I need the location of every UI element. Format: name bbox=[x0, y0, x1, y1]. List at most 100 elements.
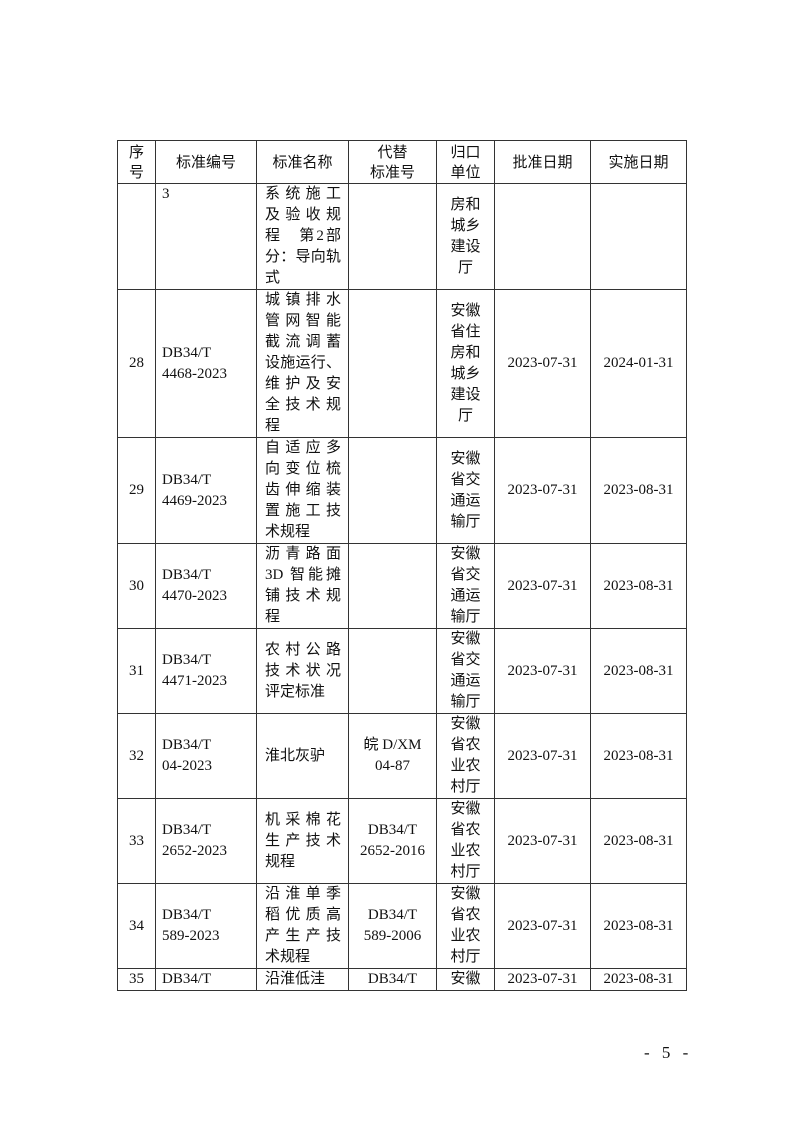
table-row: 32 DB34/T 04-2023 淮北灰驴皖 D/XM 04-87 安徽 省农 业农 村厅 20… bbox=[117, 713, 687, 799]
unit-cell-line: 业农 bbox=[450, 928, 481, 944]
page-number: - 5 - bbox=[644, 1043, 693, 1062]
unit-cell-line: 输厅 bbox=[450, 609, 481, 625]
replace-cell bbox=[348, 628, 437, 714]
unit-cell: 房和 城乡 建设厅 bbox=[436, 183, 495, 290]
header-unit: 归口 单位 bbox=[436, 140, 495, 184]
unit-cell-line: 省农 bbox=[450, 822, 481, 838]
seq-cell: 32 bbox=[117, 713, 156, 799]
code-cell-line: DB34/T bbox=[162, 471, 212, 488]
unit-cell-line: 安徽 bbox=[450, 450, 481, 467]
code-cell-line: 4469-2023 bbox=[162, 492, 227, 509]
replace-cell: 皖 D/XM 04-87 bbox=[348, 713, 437, 799]
name-cell: 机采棉花生产技术规程 bbox=[256, 798, 349, 884]
replace-cell: DB34/T 2652-2016 bbox=[348, 798, 437, 884]
code-cell-line: 589-2023 bbox=[162, 928, 220, 944]
name-cell: 农村公路 技术状况 评定标准 bbox=[256, 628, 349, 714]
header-text: 标准号 bbox=[369, 163, 415, 181]
replace-cell-line: 589-2006 bbox=[363, 928, 422, 944]
unit-cell-line: 省农 bbox=[450, 907, 481, 923]
name-cell-line: 沿淮低洼 bbox=[265, 971, 326, 987]
table-row: 28 DB34/T 4468-2023 城镇排水 管网智能 截流调蓄 设施运行、 维护及安 全技… bbox=[117, 289, 687, 438]
code-cell-line: 04-2023 bbox=[162, 758, 212, 774]
name-cell-line: 程 bbox=[265, 418, 281, 434]
unit-cell-line: 输厅 bbox=[450, 513, 481, 530]
unit-cell-line: 省农 bbox=[450, 737, 481, 753]
name-cell-line: 自适应多 bbox=[265, 440, 341, 456]
name-cell-line: 评定标准 bbox=[265, 683, 326, 700]
unit-cell-line: 安徽 bbox=[450, 546, 481, 562]
table-row: 29 DB34/T 4469-2023 自适应多 向变位梳 齿伸缩装 置施工技 术规程 安徽 省交… bbox=[117, 437, 687, 544]
header-text: 单位 bbox=[450, 163, 481, 181]
seq-cell: 33 bbox=[117, 798, 156, 884]
unit-cell: 安徽 省住 房和 城乡 建设厅 bbox=[436, 289, 495, 438]
replace-cell-line: 04-87 bbox=[375, 758, 410, 774]
unit-cell-line: 安徽 bbox=[450, 886, 481, 902]
header-text: 标准名称 bbox=[272, 153, 333, 171]
table-row: 30 DB34/T 4470-2023 沥青路面 3D 智能摊 铺技术规程 安徽 省交 通运 输厅… bbox=[117, 543, 687, 629]
approve-date-cell: 2023-07-31 bbox=[494, 798, 591, 884]
unit-cell: 安徽 省农 业农 村厅 bbox=[436, 713, 495, 799]
replace-cell bbox=[348, 289, 437, 438]
unit-cell-line: 城乡 bbox=[450, 365, 481, 382]
unit-cell-line: 省交 bbox=[450, 471, 481, 488]
replace-cell-line: DB34/T bbox=[367, 822, 418, 838]
seq-cell: 35 bbox=[117, 968, 156, 991]
unit-cell-line: 厅 bbox=[457, 259, 473, 276]
implement-date-cell bbox=[590, 183, 687, 290]
unit-cell: 安徽 省交 通运 输厅 bbox=[436, 437, 495, 544]
name-cell-line: 技术状况 bbox=[265, 662, 341, 679]
header-text: 批准日期 bbox=[512, 153, 573, 171]
replace-cell: DB34/T bbox=[348, 968, 437, 991]
approve-date-cell: 2023-07-31 bbox=[494, 628, 591, 714]
name-cell-line: 截流调蓄 bbox=[265, 334, 341, 350]
name-cell-line: 生产技术 bbox=[265, 832, 341, 849]
unit-cell-line: 安徽 bbox=[450, 801, 481, 817]
name-cell-line: 齿伸缩装 bbox=[265, 482, 341, 498]
code-cell-line: 4471-2023 bbox=[162, 673, 227, 689]
unit-cell: 安徽 bbox=[436, 968, 495, 991]
code-cell-line: 2652-2023 bbox=[162, 843, 227, 859]
name-cell-line: 程 第2部 bbox=[265, 228, 341, 244]
seq-cell: 31 bbox=[117, 628, 156, 714]
unit-cell-line: 安徽 bbox=[450, 716, 481, 732]
name-cell-line: 稻优质高 bbox=[265, 907, 341, 923]
header-replace: 代替 标准号 bbox=[348, 140, 437, 184]
name-cell-line: 城镇排水 bbox=[265, 292, 341, 308]
approve-date-cell bbox=[494, 183, 591, 290]
name-cell: 城镇排水 管网智能 截流调蓄 设施运行、 维护及安 全技术规程 bbox=[256, 289, 349, 438]
code-cell-line: DB34/T bbox=[162, 822, 212, 838]
name-cell-line: 机采棉花 bbox=[265, 811, 341, 828]
table-row: 3 系统施工 及验收规程 第2部 分：导向轨式 房和 城乡 建设厅 bbox=[117, 183, 687, 290]
table-header-row: 序号标准编号 标准名称 代替 标准号 归口 单位 批准日期 实施日期 bbox=[117, 140, 687, 184]
code-cell-line: DB34/T bbox=[162, 652, 212, 668]
approve-date-cell: 2023-07-31 bbox=[494, 713, 591, 799]
code-cell-line: 3 bbox=[162, 186, 170, 202]
implement-date-cell: 2023-08-31 bbox=[590, 713, 687, 799]
header-code: 标准编号 bbox=[155, 140, 257, 184]
unit-cell: 安徽 省交 通运 输厅 bbox=[436, 628, 495, 714]
name-cell-line: 规程 bbox=[265, 853, 296, 870]
unit-cell: 安徽 省交 通运 输厅 bbox=[436, 543, 495, 629]
unit-cell-line: 村厅 bbox=[450, 949, 481, 965]
implement-date-cell: 2023-08-31 bbox=[590, 437, 687, 544]
table-row: 34 DB34/T 589-2023 沿淮单季 稻优质高 产生产技 术规程 DB34/T 589… bbox=[117, 883, 687, 969]
implement-date-cell: 2023-08-31 bbox=[590, 628, 687, 714]
implement-date-cell: 2023-08-31 bbox=[590, 798, 687, 884]
seq-cell: 30 bbox=[117, 543, 156, 629]
code-cell-line: DB34/T bbox=[162, 737, 212, 753]
table-row: 33 DB34/T 2652-2023 机采棉花 生产技术 规程 DB34/T 2652-20… bbox=[117, 798, 687, 884]
name-cell-line: 维护及安 bbox=[265, 376, 341, 392]
table-row: 35 DB34/T 沿淮低洼 DB34/T 安徽 2023-07-31 2023-08-31 bbox=[117, 968, 687, 991]
code-cell-line: DB34/T bbox=[162, 971, 212, 987]
name-cell-line: 置施工技 bbox=[265, 503, 341, 519]
unit-cell-line: 城乡 bbox=[450, 217, 481, 234]
replace-cell bbox=[348, 437, 437, 544]
name-cell: 自适应多 向变位梳 齿伸缩装 置施工技 术规程 bbox=[256, 437, 349, 544]
unit-cell-line: 业农 bbox=[450, 758, 481, 774]
approve-date-cell: 2023-07-31 bbox=[494, 883, 591, 969]
seq-cell: 29 bbox=[117, 437, 156, 544]
unit-cell-line: 通运 bbox=[450, 492, 481, 509]
code-cell-line: DB34/T bbox=[162, 567, 212, 583]
seq-cell bbox=[117, 183, 156, 290]
header-seq: 序号 bbox=[117, 140, 156, 184]
